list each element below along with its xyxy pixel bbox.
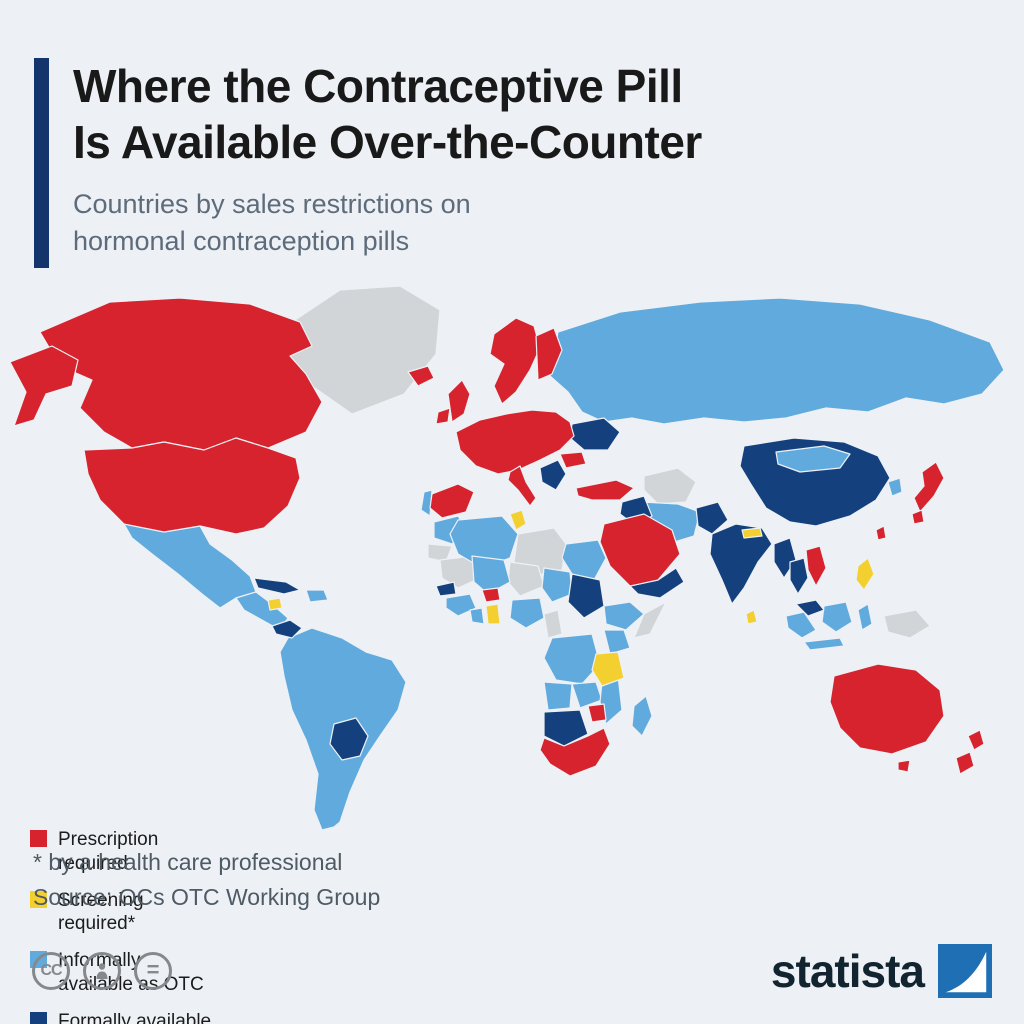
country-ukraine xyxy=(569,417,621,451)
country-kenya xyxy=(603,629,631,655)
bottom-bar: CC = statista xyxy=(0,944,1024,998)
license-icons: CC = xyxy=(32,952,172,990)
country-tasmania xyxy=(897,759,911,773)
country-russia xyxy=(549,297,1005,425)
country-uk xyxy=(447,379,471,423)
country-niger xyxy=(507,561,545,597)
country-ethiopia xyxy=(603,601,645,631)
country-jamaica xyxy=(267,597,283,611)
country-madagascar xyxy=(631,695,653,737)
country-balkans xyxy=(539,459,567,491)
country-ivory-coast xyxy=(469,607,485,625)
country-vietnam xyxy=(805,545,827,587)
country-borneo xyxy=(821,601,853,633)
country-japan-south xyxy=(911,509,925,525)
country-nigeria xyxy=(509,597,545,629)
creative-commons-icon: CC xyxy=(32,952,70,990)
country-java xyxy=(803,637,845,651)
country-tunisia xyxy=(509,509,527,531)
legend-label-prescription: Prescription required xyxy=(58,829,159,874)
country-senegal xyxy=(435,581,457,597)
source: Source: OCs OTC Working Group xyxy=(33,883,381,910)
statista-wordmark: statista xyxy=(770,945,925,997)
country-mongolia xyxy=(775,445,851,473)
country-spain xyxy=(429,483,475,519)
page-title: Where the Contraceptive Pill Is Availabl… xyxy=(73,60,702,169)
world-map: Prescription required Screening required… xyxy=(0,262,1024,1024)
country-alaska xyxy=(9,345,79,427)
country-turkey xyxy=(575,479,635,501)
country-taiwan xyxy=(875,525,887,541)
legend-swatch-formal-otc xyxy=(30,1011,47,1024)
country-bolivia-paraguay xyxy=(329,717,369,761)
title-accent-bar xyxy=(34,58,49,268)
country-india xyxy=(709,523,773,605)
page-subtitle: Countries by sales restrictions on hormo… xyxy=(73,189,471,256)
country-cameroon xyxy=(543,609,563,639)
country-ireland xyxy=(435,407,451,425)
legend-item-screening: Screening required* xyxy=(30,889,215,937)
country-nepal xyxy=(741,527,763,539)
legend-label-screening: Screening required* xyxy=(58,889,144,935)
legend-swatch-screening xyxy=(30,890,47,908)
notes: * by a health care professional Source: … xyxy=(33,845,380,914)
country-romania xyxy=(559,451,587,469)
country-korea xyxy=(887,477,903,497)
country-australia xyxy=(829,663,945,755)
country-new-zealand-north xyxy=(967,729,985,751)
country-new-guinea xyxy=(883,609,931,639)
country-ghana xyxy=(485,603,501,625)
country-sumatra xyxy=(785,611,817,639)
legend-item-formal-otc: Formally available as OTC xyxy=(30,1010,215,1024)
country-hispaniola xyxy=(305,589,329,603)
country-cuba xyxy=(253,577,301,595)
legend-label-formal-otc: Formally available as OTC xyxy=(58,1010,212,1024)
country-new-zealand-south xyxy=(955,751,975,775)
country-dr-congo xyxy=(543,633,601,685)
country-south-africa xyxy=(539,727,611,777)
country-central-europe xyxy=(455,409,575,475)
country-burkina-faso xyxy=(481,587,501,603)
country-sri-lanka xyxy=(745,609,758,625)
country-norway-sweden xyxy=(489,317,541,405)
country-sulawesi xyxy=(857,603,873,631)
header: Where the Contraceptive Pill Is Availabl… xyxy=(34,58,702,268)
country-iceland xyxy=(407,365,435,387)
country-mexico xyxy=(123,523,257,609)
country-thailand xyxy=(789,557,809,595)
attribution-icon xyxy=(83,952,121,990)
country-guinea xyxy=(445,593,477,617)
country-zimbabwe xyxy=(587,703,607,723)
country-tanzania xyxy=(591,651,625,687)
country-italy xyxy=(507,465,537,507)
country-malaysia xyxy=(795,599,825,617)
country-zambia xyxy=(571,681,603,709)
country-usa xyxy=(83,437,301,535)
country-portugal xyxy=(420,489,433,517)
country-saudi-arabia xyxy=(599,513,681,587)
country-canada xyxy=(39,297,323,451)
statista-mark-icon xyxy=(938,944,992,998)
person-glyph xyxy=(96,963,108,979)
country-japan xyxy=(913,461,945,513)
country-chad xyxy=(541,567,573,603)
legend-swatch-prescription xyxy=(30,830,47,847)
statista-logo: statista xyxy=(771,944,992,998)
legend-item-prescription: Prescription required xyxy=(30,828,215,876)
country-pakistan xyxy=(695,501,729,535)
country-panama-costa-rica xyxy=(271,619,303,639)
footnote: * by a health care professional xyxy=(33,849,343,875)
country-namibia-botswana xyxy=(543,709,589,747)
equals-icon: = xyxy=(134,952,172,990)
country-somalia xyxy=(633,601,667,639)
country-philippines xyxy=(855,557,875,591)
country-afghanistan-region xyxy=(643,467,697,505)
country-sudan xyxy=(567,573,605,619)
country-angola xyxy=(543,681,573,711)
country-finland xyxy=(535,327,563,381)
world-map-svg xyxy=(9,285,1005,831)
country-mali xyxy=(471,555,511,595)
